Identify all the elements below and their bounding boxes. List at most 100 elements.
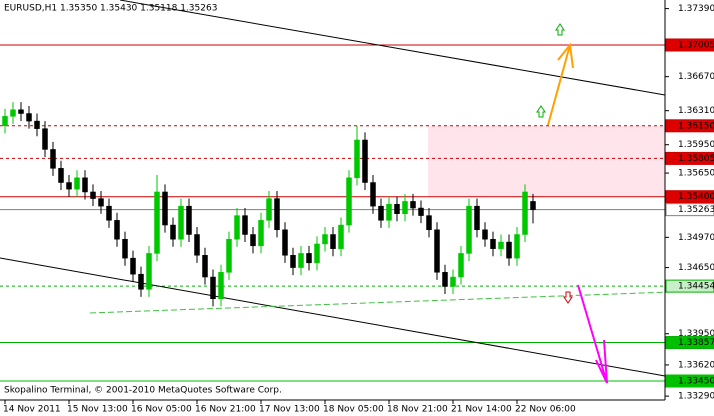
candle-body	[442, 272, 448, 287]
candle-body	[18, 109, 24, 114]
x-tick-label: 18 Nov 21:00	[387, 405, 448, 415]
candle-body	[522, 191, 528, 235]
candle-body	[194, 234, 200, 256]
candle-body	[10, 109, 16, 117]
y-tick-label: 1.36310	[678, 106, 714, 116]
candle-body	[322, 234, 328, 245]
candle-body	[290, 255, 296, 268]
y-tick-label: 1.35950	[678, 140, 714, 150]
level-label: 1.35805	[678, 154, 714, 164]
candle-body	[378, 205, 384, 221]
candle-body	[418, 207, 424, 216]
chart-title: EURUSD,H1 1.35350 1.35430 1.35118 1.3526…	[4, 4, 217, 14]
candle-body	[202, 255, 208, 278]
candle-body	[354, 139, 360, 179]
candle-body	[90, 191, 96, 199]
level-label-bg	[665, 203, 714, 217]
candle-body	[138, 273, 144, 290]
candle-body	[482, 229, 488, 240]
candle-body	[506, 241, 512, 259]
level-label-bg	[665, 38, 714, 52]
candle-body	[266, 198, 272, 221]
y-tick-label: 1.34650	[678, 263, 714, 273]
up-icon	[536, 105, 546, 118]
level-label: 1.37005	[678, 40, 714, 50]
candle-body	[362, 139, 368, 183]
candle-body	[26, 113, 32, 122]
candle-body	[122, 238, 128, 259]
level-label-bg	[665, 190, 714, 204]
zone	[428, 126, 665, 197]
level-label: 1.35263	[678, 205, 714, 215]
candle-body	[34, 120, 40, 129]
candle-body	[274, 198, 280, 231]
y-tick-label: 1.33290	[678, 392, 714, 402]
candle-body	[466, 205, 472, 254]
x-tick-label: 16 Nov 05:00	[131, 405, 192, 415]
x-tick-label: 21 Nov 14:00	[451, 405, 512, 415]
candle-body	[306, 253, 312, 264]
trendline	[89, 291, 671, 314]
candle-body	[218, 272, 224, 300]
x-tick-label: 15 Nov 13:00	[67, 405, 128, 415]
x-tick-label: 22 Nov 06:00	[515, 405, 576, 415]
x-tick-label: 16 Nov 21:00	[195, 405, 256, 415]
candle-body	[450, 276, 456, 287]
candle-body	[338, 224, 344, 249]
candle-body	[370, 182, 376, 207]
candle-body	[154, 191, 160, 254]
down-icon	[563, 291, 573, 304]
arrow	[547, 42, 574, 126]
y-tick-label: 1.33620	[678, 360, 714, 370]
candle-body	[498, 241, 504, 249]
level-label: 1.35400	[678, 192, 714, 202]
candle-body	[514, 234, 520, 259]
candle-body	[74, 177, 80, 190]
x-tick-label: 14 Nov 2011	[3, 405, 61, 415]
footer: Skopalino Terminal, © 2001-2010 MetaQuot…	[4, 386, 282, 396]
candle-body	[234, 215, 240, 240]
candle-body	[178, 205, 184, 240]
footer-bg	[2, 384, 302, 396]
level-label-bg	[665, 119, 714, 133]
level-label: 1.36150	[678, 121, 714, 131]
level-label-bg	[665, 374, 714, 388]
trendline	[119, 0, 666, 96]
candle-body	[346, 177, 352, 226]
candle-body	[114, 220, 120, 240]
candle-body	[106, 205, 112, 221]
candle-body	[298, 253, 304, 268]
candle-body	[186, 205, 192, 235]
candle-body	[226, 238, 232, 273]
candle-body	[50, 149, 56, 169]
y-tick-label: 1.36670	[678, 72, 714, 82]
candle-body	[66, 182, 72, 190]
candle-body	[282, 229, 288, 256]
candle-body	[530, 201, 536, 210]
candle-body	[130, 257, 136, 275]
up-icon	[555, 23, 565, 36]
level-label-bg	[665, 336, 714, 350]
candle-body	[434, 229, 440, 273]
candle-body	[258, 220, 264, 247]
candle-body	[314, 243, 320, 264]
candle-body	[386, 204, 392, 221]
candle-body	[170, 224, 176, 240]
candle-body	[242, 215, 248, 235]
candles	[2, 102, 536, 307]
candle-body	[426, 215, 432, 231]
candle-body	[98, 198, 104, 207]
candle-body	[458, 253, 464, 278]
candle-body	[394, 204, 400, 214]
level-label-bg	[665, 151, 714, 165]
candle-body	[250, 234, 256, 247]
level-label-bg	[665, 279, 714, 293]
level-label: 1.33450	[678, 377, 714, 387]
candle-body	[58, 168, 64, 183]
candle-body	[2, 116, 8, 127]
y-tick-label: 1.37390	[678, 4, 714, 14]
level-label: 1.33857	[678, 338, 714, 348]
candle-body	[490, 238, 496, 249]
axes: 1.37390 1.36670 1.36310 1.35950 1.35650 1.349…	[3, 4, 714, 415]
